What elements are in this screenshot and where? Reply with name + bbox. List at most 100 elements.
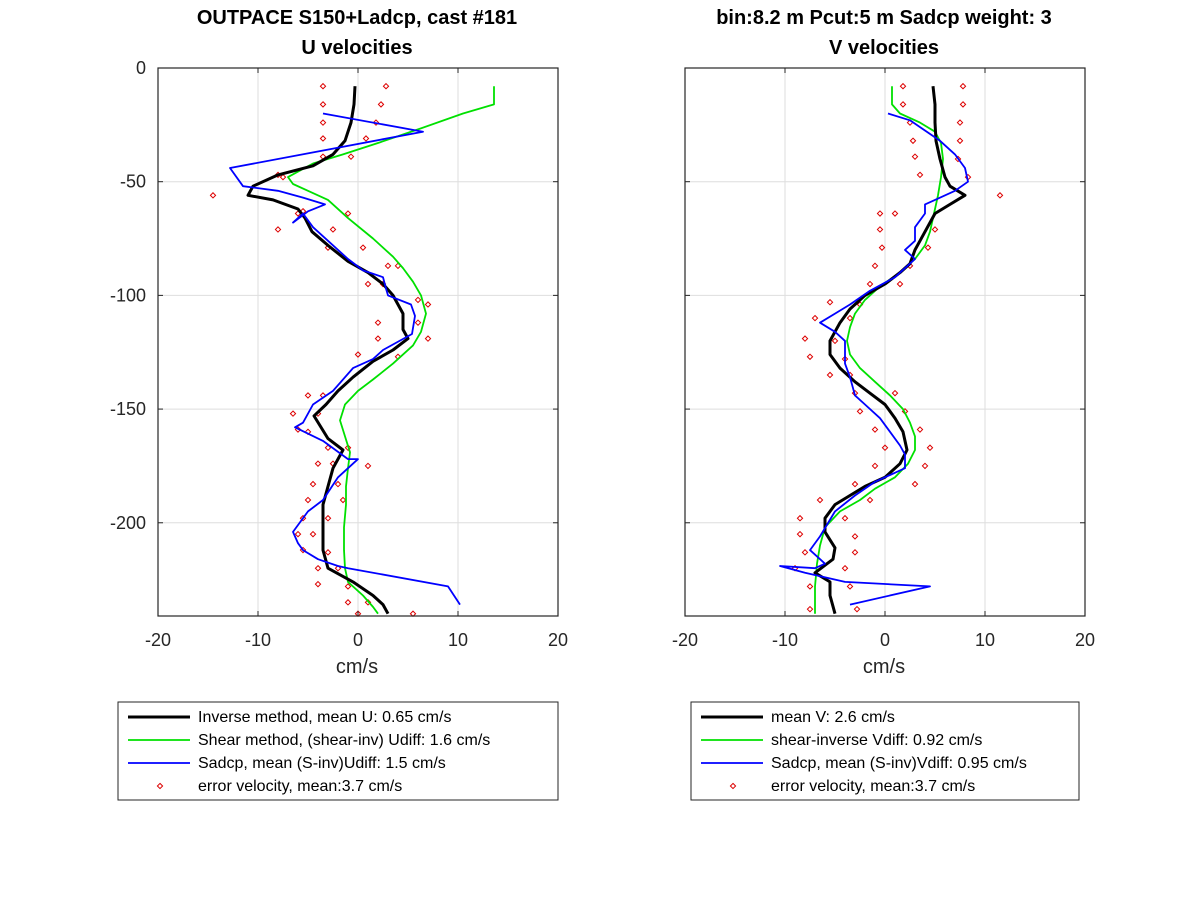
error-velocity-marker — [304, 392, 312, 399]
error-velocity-marker — [801, 335, 809, 342]
error-velocity-marker — [956, 137, 964, 145]
grid-lines — [158, 68, 558, 616]
legend-label: Shear method, (shear-inv) Udiff: 1.6 cm/… — [198, 732, 490, 749]
error-velocity-marker — [959, 101, 967, 108]
inverse-method-line — [813, 86, 967, 615]
legend-label: Inverse method, mean U: 0.65 cm/s — [198, 709, 451, 726]
error-velocity-marker — [959, 82, 967, 90]
error-velocity-marker — [372, 119, 380, 126]
axis-ticks: -20 -10 0 10 20 — [672, 67, 1095, 650]
error-velocity-marker — [364, 280, 372, 288]
error-velocity-marker — [414, 319, 422, 326]
error-velocity-marker — [871, 262, 879, 270]
error-velocity-marker — [926, 444, 934, 452]
legend-box — [117, 701, 559, 801]
error-velocity-marker — [806, 583, 814, 590]
error-velocity-marker — [956, 119, 964, 126]
error-velocity-marker — [347, 153, 355, 160]
error-velocity-marker — [846, 583, 854, 590]
inverse-method-line — [246, 86, 410, 615]
legend-label: error velocity, mean:3.7 cm/s — [198, 778, 402, 795]
error-velocity-marker — [811, 314, 819, 322]
error-velocity-marker — [354, 351, 362, 358]
error-velocity-marker — [851, 549, 859, 556]
legend: mean V: 2.6 cm/s shear-inverse Vdiff: 0.9… — [690, 701, 1080, 801]
legend-marker — [729, 782, 737, 790]
error-velocity-marker — [334, 480, 342, 488]
error-velocity-marker — [841, 564, 849, 572]
axis-ticks: -20 -10 0 10 200-50-100-150-200 — [110, 58, 568, 650]
error-velocity-marker — [816, 496, 824, 504]
error-velocity-marker — [806, 605, 814, 613]
v-velocity-panel: bin:8.2 m Pcut:5 m Sadcp weight: 3 V vel… — [672, 7, 1095, 801]
error-velocity-marker — [921, 462, 929, 470]
error-velocity-marker — [374, 335, 382, 342]
x-tick-label: 10 — [448, 630, 468, 650]
x-tick-label: 0 — [880, 630, 890, 650]
error-velocity-marker — [826, 371, 834, 379]
error-velocity-marker — [911, 480, 919, 488]
error-velocity-marker — [931, 226, 939, 233]
legend-entry: error velocity, mean:3.7 cm/s — [156, 778, 402, 795]
error-velocity-marker — [899, 101, 907, 108]
error-velocity-marker — [324, 514, 332, 522]
error-velocity-marker — [344, 210, 352, 217]
plot-area — [779, 82, 1004, 615]
error-velocity-marker — [319, 101, 327, 108]
x-axis-label: cm/s — [863, 656, 905, 678]
chart-title: OUTPACE S150+Ladcp, cast #181 — [197, 7, 517, 29]
error-velocity-marker — [996, 192, 1004, 199]
error-velocity-marker — [909, 137, 917, 145]
error-velocity-marker — [796, 514, 804, 522]
plot-area — [209, 82, 495, 618]
legend-label: Sadcp, mean (S-inv)Vdiff: 0.95 cm/s — [771, 755, 1027, 772]
error-velocity-marker — [362, 135, 370, 142]
x-tick-label: -20 — [672, 630, 698, 650]
error-velocity-marker — [374, 319, 382, 326]
error-velocity-marker — [878, 244, 886, 251]
legend-entry: mean V: 2.6 cm/s — [701, 709, 895, 726]
error-velocity-marker — [339, 496, 347, 504]
legend-label: Sadcp, mean (S-inv)Udiff: 1.5 cm/s — [198, 755, 446, 772]
error-velocity-marker — [831, 337, 839, 345]
error-velocity-marker — [344, 599, 352, 606]
error-velocity-marker — [384, 262, 392, 270]
error-velocity-marker — [314, 460, 322, 467]
legend-label: error velocity, mean:3.7 cm/s — [771, 778, 975, 795]
legend-entry: Inverse method, mean U: 0.65 cm/s — [128, 709, 451, 726]
error-velocity-marker — [871, 426, 879, 433]
error-velocity-marker — [279, 173, 287, 181]
error-velocity-marker — [856, 408, 864, 415]
error-velocity-marker — [826, 298, 834, 306]
x-axis-label: cm/s — [336, 656, 378, 678]
error-velocity-marker — [359, 244, 367, 251]
legend-label: shear-inverse Vdiff: 0.92 cm/s — [771, 732, 982, 749]
legend-entry: Shear method, (shear-inv) Udiff: 1.6 cm/… — [128, 732, 490, 749]
error-velocity-marker — [344, 583, 352, 590]
error-velocity-marker — [424, 301, 432, 308]
error-velocity-marker — [289, 410, 297, 417]
error-velocity-marker — [314, 580, 322, 588]
error-velocity-marker — [309, 530, 317, 538]
error-velocity-marker — [329, 226, 337, 233]
x-tick-label: -10 — [772, 630, 798, 650]
error-velocity-marker — [891, 210, 899, 217]
error-velocity-marker — [414, 296, 422, 304]
legend-entry: shear-inverse Vdiff: 0.92 cm/s — [701, 732, 982, 749]
legend-label: mean V: 2.6 cm/s — [771, 709, 895, 726]
shear-method-line — [287, 86, 495, 615]
error-velocity-marker — [274, 226, 282, 233]
error-velocity-marker — [801, 549, 809, 556]
error-velocity-marker — [866, 280, 874, 288]
error-velocity-marker — [209, 192, 217, 199]
chart-subtitle: V velocities — [829, 37, 939, 59]
error-velocity-marker — [846, 314, 854, 322]
error-velocity-marker — [891, 389, 899, 397]
error-velocity-marker — [841, 514, 849, 522]
legend-entry: Sadcp, mean (S-inv)Vdiff: 0.95 cm/s — [701, 755, 1027, 772]
x-tick-label: 10 — [975, 630, 995, 650]
x-tick-label: 0 — [353, 630, 363, 650]
y-tick-label: -100 — [110, 285, 146, 305]
chart-subtitle: U velocities — [301, 37, 412, 59]
